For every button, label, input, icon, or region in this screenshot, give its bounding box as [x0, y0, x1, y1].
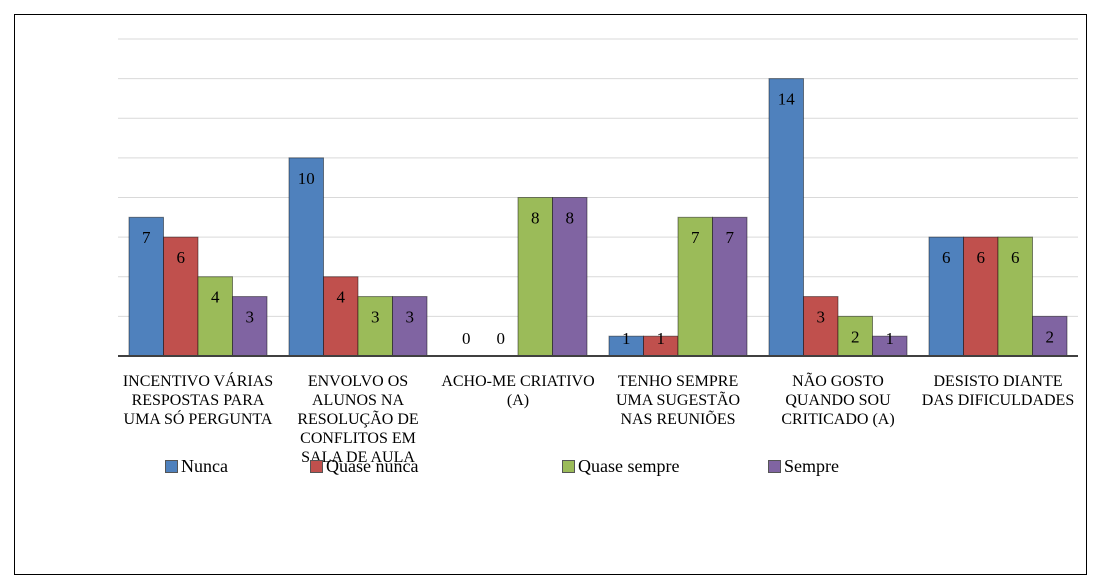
x-tick-label: TENHO SEMPRE UMA SUGESTÃO NAS REUNIÕES [615, 373, 740, 428]
bar [288, 157, 324, 357]
data-label: 3 [371, 307, 380, 326]
legend-swatch [165, 460, 178, 473]
data-label: 3 [406, 307, 415, 326]
data-label: 2 [851, 327, 860, 346]
legend-item: Nunca [165, 456, 228, 477]
data-label: 6 [177, 248, 186, 267]
data-label: 0 [462, 329, 471, 348]
data-label: 7 [142, 228, 151, 247]
data-label: 4 [211, 288, 220, 307]
data-label: 4 [337, 288, 346, 307]
data-label: 2 [1046, 327, 1055, 346]
legend-item: Sempre [768, 456, 839, 477]
legend-item: Quase nunca [310, 456, 418, 477]
bar [1032, 315, 1068, 357]
bar [552, 197, 588, 357]
data-label: 7 [726, 228, 735, 247]
data-label: 8 [531, 208, 540, 227]
x-tick-label: INCENTIVO VÁRIAS RESPOSTAS PARA UMA SÓ P… [122, 373, 274, 428]
data-label: 1 [886, 329, 895, 348]
legend-label: Quase sempre [578, 456, 680, 476]
data-label: 3 [246, 307, 255, 326]
bar [997, 236, 1033, 357]
bar [197, 276, 233, 357]
legend-label: Quase nunca [326, 456, 419, 476]
data-label: 3 [817, 307, 826, 326]
data-label: 8 [566, 208, 575, 227]
data-label: 1 [657, 329, 666, 348]
bar [517, 197, 553, 357]
data-label: 10 [298, 169, 315, 188]
chart-frame [14, 14, 1087, 575]
legend-label: Nunca [181, 456, 228, 476]
data-label: 6 [1011, 248, 1020, 267]
bar [963, 236, 999, 357]
bar [232, 296, 268, 357]
data-label: 7 [691, 228, 700, 247]
data-label: 14 [778, 90, 796, 109]
x-tick-label: ACHO-ME CRIATIVO (A) [441, 373, 595, 409]
data-label: 1 [622, 329, 631, 348]
data-label: 6 [942, 248, 951, 267]
data-label: 0 [497, 329, 506, 348]
data-label: 6 [977, 248, 986, 267]
x-tick-label: NÃO GOSTO QUANDO SOU CRITICADO (A) [781, 373, 895, 428]
legend-swatch [768, 460, 781, 473]
legend-item: Quase sempre [562, 456, 679, 477]
x-tick-label: ENVOLVO OS ALUNOS NA RESOLUÇÃO DE CONFLI… [297, 373, 419, 466]
x-tick-label: DESISTO DIANTE DAS DIFICULDADES [921, 373, 1075, 409]
bar [768, 78, 804, 357]
legend-label: Sempre [784, 456, 839, 476]
bar [677, 216, 713, 357]
legend-swatch [310, 460, 323, 473]
bar [323, 276, 359, 357]
legend-swatch [562, 460, 575, 473]
bar [357, 296, 393, 357]
